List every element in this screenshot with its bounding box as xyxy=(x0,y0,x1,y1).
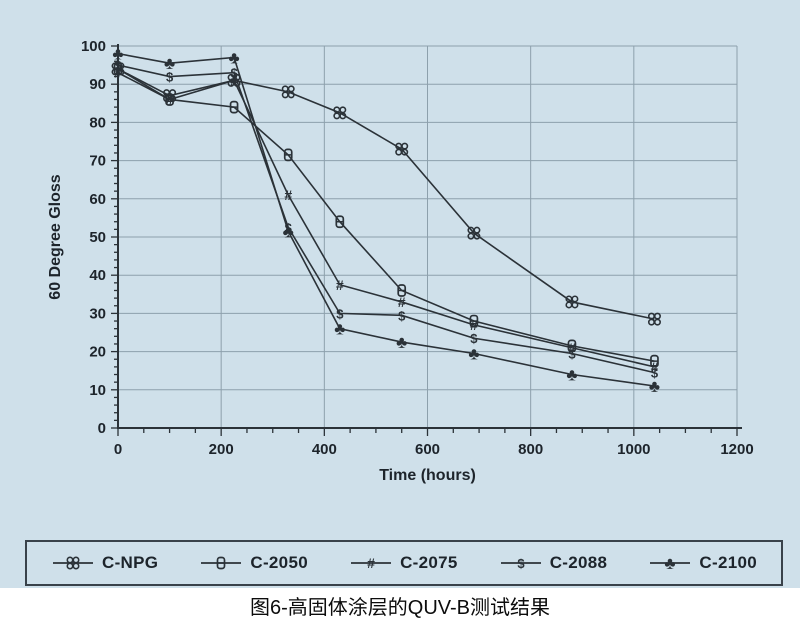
svg-text:#: # xyxy=(398,294,406,310)
x-axis-title: Time (hours) xyxy=(379,467,476,484)
svg-text:#: # xyxy=(166,91,174,107)
svg-text:#: # xyxy=(284,187,292,203)
series-c-2050 xyxy=(113,62,659,368)
svg-text:#: # xyxy=(568,340,576,356)
svg-text:♣: ♣ xyxy=(228,48,239,67)
svg-text:0: 0 xyxy=(98,420,106,437)
svg-text:70: 70 xyxy=(89,153,106,170)
club-marker-icon: ♣ xyxy=(650,554,691,573)
dollar-marker-icon: $ xyxy=(500,556,541,571)
legend-item-c-2100: ♣ C-2100 xyxy=(648,552,757,574)
svg-text:$: $ xyxy=(230,66,238,81)
legend-label: C-NPG xyxy=(102,553,159,572)
axis-ticks xyxy=(111,45,738,436)
svg-text:1200: 1200 xyxy=(720,441,753,458)
svg-text:♣: ♣ xyxy=(283,222,294,241)
legend-item-c-npg: C-NPG xyxy=(51,552,158,574)
svg-text:$: $ xyxy=(517,556,525,571)
svg-text:$: $ xyxy=(651,366,659,381)
legend-label: C-2100 xyxy=(699,553,757,572)
legend-item-c-2088: $ C-2088 xyxy=(499,552,608,574)
caption-strip: 图6-高固体涂层的QUV-B测试结果 xyxy=(0,588,800,631)
svg-text:♣: ♣ xyxy=(164,54,175,73)
svg-text:$: $ xyxy=(398,308,406,323)
chart-legend: C-NPG C-2050 # C-2075 $ C-2088 ♣ C-2100 xyxy=(25,540,783,586)
svg-text:40: 40 xyxy=(89,267,106,284)
svg-text:♣: ♣ xyxy=(468,345,479,364)
svg-text:200: 200 xyxy=(209,441,234,458)
svg-text:#: # xyxy=(470,317,478,333)
legend-label: C-2075 xyxy=(400,553,458,572)
y-axis-title: 60 Degree Gloss xyxy=(47,174,64,300)
svg-text:♣: ♣ xyxy=(396,333,407,352)
svg-text:♣: ♣ xyxy=(334,320,345,339)
svg-text:#: # xyxy=(230,72,238,88)
figure-caption: 图6-高固体涂层的QUV-B测试结果 xyxy=(249,597,551,619)
svg-text:$: $ xyxy=(285,220,293,235)
svg-text:♣: ♣ xyxy=(566,366,577,385)
quad-circles-marker-icon xyxy=(53,556,93,570)
svg-text:20: 20 xyxy=(89,344,106,361)
svg-text:$: $ xyxy=(568,347,576,362)
legend-label: C-2050 xyxy=(250,553,308,572)
svg-text:$: $ xyxy=(114,58,122,73)
svg-text:50: 50 xyxy=(89,229,106,246)
svg-text:#: # xyxy=(651,359,659,375)
svg-text:10: 10 xyxy=(89,382,106,399)
svg-text:100: 100 xyxy=(81,38,106,55)
svg-text:90: 90 xyxy=(89,76,106,93)
svg-text:1000: 1000 xyxy=(617,441,650,458)
legend-item-c-2050: C-2050 xyxy=(199,552,308,574)
svg-text:400: 400 xyxy=(312,441,337,458)
svg-text:♣: ♣ xyxy=(649,377,660,396)
svg-text:$: $ xyxy=(470,331,478,346)
series-c-2088: $ $ $ $ $ $ $ $ $ xyxy=(114,58,658,381)
hash-marker-icon: # xyxy=(351,555,392,571)
svg-text:♣: ♣ xyxy=(112,45,123,64)
svg-text:30: 30 xyxy=(89,305,106,322)
svg-text:60: 60 xyxy=(89,191,106,208)
svg-text:#: # xyxy=(367,555,375,571)
svg-text:80: 80 xyxy=(89,114,106,131)
legend-item-c-2075: # C-2075 xyxy=(349,552,458,574)
svg-text:$: $ xyxy=(166,70,174,85)
series-c-2100: ♣ ♣ ♣ ♣ ♣ ♣ ♣ ♣ ♣ xyxy=(112,45,660,396)
theta-box-marker-icon xyxy=(201,556,242,570)
svg-text:#: # xyxy=(114,65,122,81)
svg-text:♣: ♣ xyxy=(665,554,676,573)
series-c-2075: # # # # # # # # # xyxy=(114,65,658,375)
svg-text:600: 600 xyxy=(415,441,440,458)
svg-text:$: $ xyxy=(336,306,344,321)
svg-text:800: 800 xyxy=(518,441,543,458)
svg-text:#: # xyxy=(336,277,344,293)
legend-label: C-2088 xyxy=(549,553,608,572)
svg-text:0: 0 xyxy=(114,441,122,458)
